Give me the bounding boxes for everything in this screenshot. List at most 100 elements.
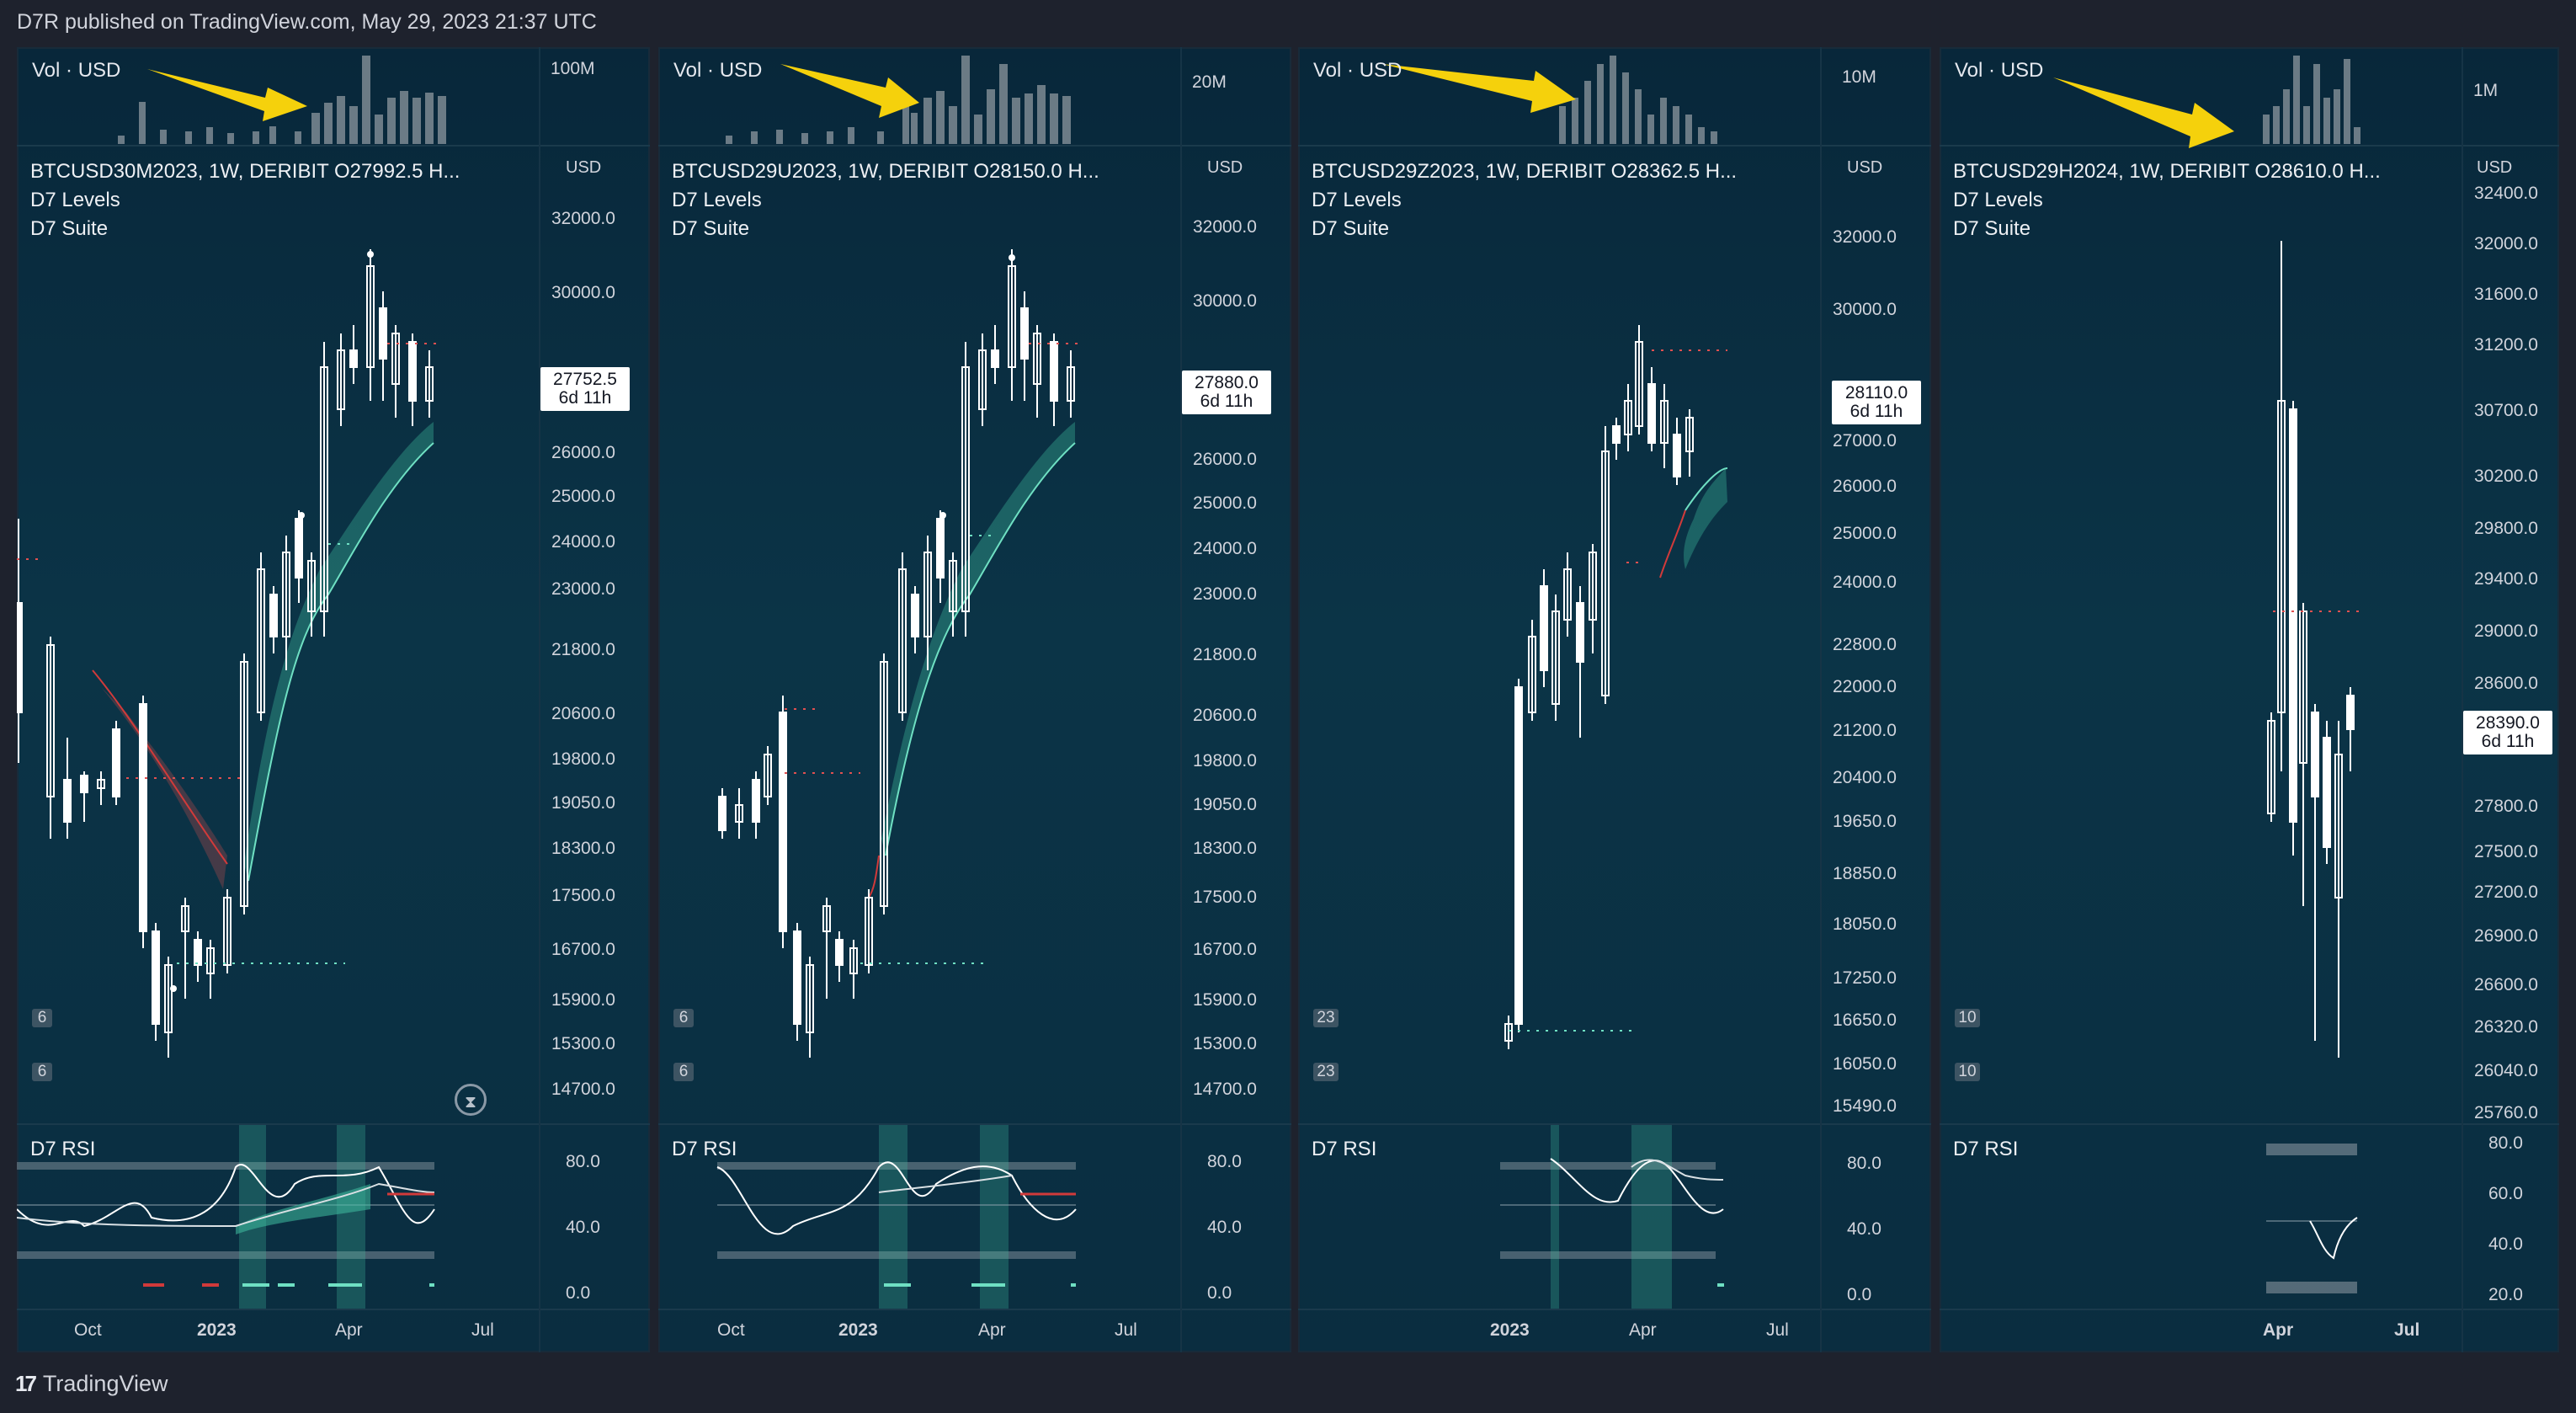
volume-scale: 10M: [1842, 67, 1876, 87]
bull-band: [244, 422, 434, 881]
volume-title: Vol · USD: [673, 59, 763, 82]
y-axis-tick: 24000.0: [551, 532, 615, 552]
y-axis-tick: 19650.0: [1833, 812, 1897, 831]
hourglass-icon[interactable]: ⧗: [455, 1084, 487, 1116]
y-axis-tick: 18300.0: [551, 839, 615, 858]
y-axis-tick: 31200.0: [2474, 335, 2538, 355]
indicator-d7-suite[interactable]: D7 Suite: [672, 217, 750, 240]
rsi-axis-tick: 0.0: [1847, 1285, 1872, 1304]
rsi-title[interactable]: D7 RSI: [1312, 1138, 1377, 1160]
volume-scale: 1M: [2473, 81, 2499, 100]
last-price-tag: 28390.0 6d 11h: [2463, 711, 2552, 754]
rsi-title[interactable]: D7 RSI: [672, 1138, 737, 1160]
chart-canvas[interactable]: [17, 47, 539, 1352]
y-axis-tick: 25000.0: [1833, 524, 1897, 543]
indicator-d7-suite[interactable]: D7 Suite: [1312, 217, 1390, 240]
y-axis-tick: 30700.0: [2474, 401, 2538, 420]
currency-label: USD: [1847, 158, 1883, 177]
chart-canvas[interactable]: [658, 47, 1180, 1352]
y-axis-tick: 25000.0: [551, 487, 615, 506]
x-axis-tick: Apr: [1629, 1320, 1657, 1340]
y-axis-tick: 15490.0: [1833, 1096, 1897, 1116]
symbol-line[interactable]: BTCUSD29Z2023, 1W, DERIBIT O28362.5 H...: [1312, 160, 1738, 183]
pane-label[interactable]: 23: [1313, 1063, 1339, 1081]
y-axis-tick: 27000.0: [1833, 431, 1897, 451]
y-axis-tick: 19050.0: [1193, 795, 1257, 814]
x-axis-tick: 2023: [197, 1320, 237, 1340]
brand-name: TradingView: [42, 1371, 168, 1396]
annotation-arrow: [147, 69, 307, 121]
indicator-d7-levels[interactable]: D7 Levels: [1312, 189, 1402, 211]
y-axis-tick: 22000.0: [1833, 677, 1897, 696]
x-axis-tick: Apr: [978, 1320, 1006, 1340]
y-axis-tick: 29400.0: [2474, 569, 2538, 589]
y-axis-tick: 24000.0: [1193, 539, 1257, 558]
chart-canvas[interactable]: [1940, 47, 2462, 1352]
rsi-axis-tick: 0.0: [1207, 1283, 1232, 1303]
candles: [1504, 325, 1694, 1049]
chart-panel-4[interactable]: Vol · USD 1M BTCUSD29H2024, 1W, DERIBIT …: [1940, 47, 2559, 1352]
bar-countdown: 6d 11h: [558, 388, 612, 408]
y-axis-tick: 20400.0: [1833, 768, 1897, 787]
y-axis-tick: 32000.0: [1833, 227, 1897, 247]
last-price-tag: 27880.0 6d 11h: [1182, 371, 1271, 414]
pane-label[interactable]: 6: [673, 1009, 694, 1027]
chart-panel-3[interactable]: Vol · USD 10M BTCUSD29Z2023, 1W, DERIBIT…: [1298, 47, 1931, 1352]
symbol-line[interactable]: BTCUSD29U2023, 1W, DERIBIT O28150.0 H...: [672, 160, 1099, 183]
y-axis-tick: 16050.0: [1833, 1054, 1897, 1074]
rsi-title[interactable]: D7 RSI: [1953, 1138, 2019, 1160]
chart-panel-1[interactable]: Vol · USD 100M BTCUSD30M2023, 1W, DERIBI…: [17, 47, 650, 1352]
y-axis-tick: 25760.0: [2474, 1103, 2538, 1122]
indicator-d7-levels[interactable]: D7 Levels: [30, 189, 120, 211]
y-axis-tick: 26000.0: [1833, 477, 1897, 496]
y-axis-tick: 29000.0: [2474, 621, 2538, 641]
pane-label[interactable]: 23: [1313, 1009, 1339, 1027]
y-axis-tick: 18050.0: [1833, 914, 1897, 934]
pane-label[interactable]: 10: [1955, 1063, 1980, 1081]
annotation-arrow: [1382, 64, 1576, 113]
published-header: D7R published on TradingView.com, May 29…: [17, 10, 597, 34]
y-axis-tick: 31600.0: [2474, 285, 2538, 304]
last-price: 28110.0: [1844, 383, 1908, 403]
chart-canvas[interactable]: [1298, 47, 1820, 1352]
candles: [17, 249, 434, 1058]
candles: [718, 249, 1075, 1058]
annotation-arrow: [2053, 77, 2234, 148]
rsi-axis-tick: 80.0: [1847, 1154, 1881, 1173]
y-axis-tick: 17250.0: [1833, 968, 1897, 988]
indicator-d7-levels[interactable]: D7 Levels: [1953, 189, 2043, 211]
bar-countdown: 6d 11h: [1200, 392, 1253, 411]
tradingview-logo-icon: 17: [15, 1371, 37, 1396]
pane-label[interactable]: 10: [1955, 1009, 1980, 1027]
bar-countdown: 6d 11h: [2481, 732, 2535, 751]
pane-label[interactable]: 6: [32, 1063, 52, 1081]
symbol-line[interactable]: BTCUSD30M2023, 1W, DERIBIT O27992.5 H...: [30, 160, 460, 183]
x-axis-tick: Oct: [717, 1320, 745, 1340]
indicator-d7-suite[interactable]: D7 Suite: [30, 217, 109, 240]
bull-band: [881, 422, 1075, 856]
pane-label[interactable]: 6: [32, 1009, 52, 1027]
last-price: 27880.0: [1195, 373, 1259, 392]
y-axis-tick: 26000.0: [1193, 450, 1257, 469]
last-price: 28390.0: [2476, 713, 2540, 733]
chart-panel-2[interactable]: Vol · USD 20M BTCUSD29U2023, 1W, DERIBIT…: [658, 47, 1291, 1352]
symbol-line[interactable]: BTCUSD29H2024, 1W, DERIBIT O28610.0 H...: [1953, 160, 2381, 183]
indicator-d7-suite[interactable]: D7 Suite: [1953, 217, 2031, 240]
pane-label[interactable]: 6: [673, 1063, 694, 1081]
y-axis-tick: 23000.0: [551, 579, 615, 599]
x-axis-tick: Jul: [2394, 1320, 2420, 1340]
rsi-axis-tick: 20.0: [2488, 1285, 2523, 1304]
rsi-axis-tick: 40.0: [566, 1218, 600, 1237]
y-axis-tick: 26320.0: [2474, 1017, 2538, 1037]
y-axis-tick: 26000.0: [551, 443, 615, 462]
tradingview-brand[interactable]: 17 TradingView: [15, 1371, 168, 1397]
y-axis-tick: 14700.0: [1193, 1080, 1257, 1099]
volume-title: Vol · USD: [1313, 59, 1402, 82]
y-axis-tick: 26900.0: [2474, 926, 2538, 946]
y-axis-tick: 21800.0: [551, 640, 615, 659]
volume-title: Vol · USD: [32, 59, 121, 82]
indicator-d7-levels[interactable]: D7 Levels: [672, 189, 762, 211]
rsi-title[interactable]: D7 RSI: [30, 1138, 96, 1160]
y-axis-tick: 26040.0: [2474, 1061, 2538, 1080]
y-axis-tick: 30000.0: [551, 283, 615, 302]
